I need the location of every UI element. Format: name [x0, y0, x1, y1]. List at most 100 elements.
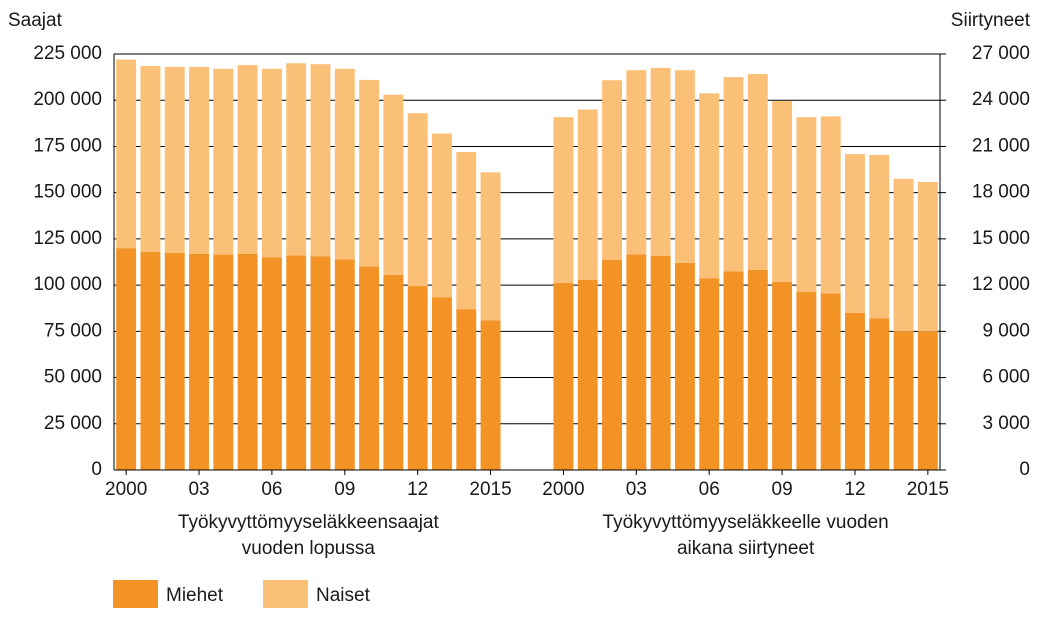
bar-segment — [917, 331, 938, 470]
bar-segment — [359, 79, 380, 267]
y2-tick-label: 27 000 — [972, 43, 1030, 64]
y2-tick-label: 15 000 — [972, 228, 1030, 249]
bar-segment — [213, 254, 234, 470]
y2-tick-label: 21 000 — [972, 135, 1030, 156]
y-tick-label: 200 000 — [33, 89, 102, 110]
y-tick-label: 25 000 — [44, 413, 102, 434]
group-label: Työkyvyttömyyseläkkeelle vuoden — [603, 512, 889, 533]
bar-segment — [116, 248, 137, 470]
bar-segment — [432, 297, 452, 470]
x-tick-label: 12 — [407, 479, 428, 500]
x-tick-label: 2015 — [469, 479, 511, 500]
bar-segment — [237, 253, 258, 470]
y-tick-label: 125 000 — [33, 228, 102, 249]
bar-segment — [164, 66, 185, 253]
bar-segment — [723, 271, 744, 470]
bar-segment — [237, 65, 258, 254]
group-label: aikana siirtyneet — [677, 538, 815, 559]
bar-segment — [747, 269, 768, 470]
bar-segment — [553, 117, 574, 283]
y-axis-label: Saajat — [8, 10, 63, 31]
bar-segment — [845, 154, 865, 313]
y-tick-label: 150 000 — [33, 182, 102, 203]
bar-segment — [674, 262, 695, 470]
group-label: vuoden lopussa — [242, 538, 376, 559]
bar-segment — [140, 66, 161, 252]
x-tick-label: 2015 — [907, 479, 949, 500]
bar-segment — [893, 178, 914, 332]
bar-segment — [626, 70, 647, 255]
bar-segment — [140, 251, 161, 470]
bar-segment — [772, 282, 793, 470]
legend-label: Naiset — [316, 585, 371, 606]
bar-segment — [893, 331, 914, 470]
bar-segment — [820, 116, 841, 294]
x-tick-label: 03 — [188, 479, 209, 500]
bar-segment — [261, 68, 282, 258]
bar-segment — [845, 312, 865, 470]
bar-segment — [723, 77, 744, 272]
bar-segment — [334, 68, 355, 260]
bar-segment — [286, 255, 307, 470]
bar-segment — [383, 94, 404, 275]
bar-segment — [650, 67, 671, 256]
x-tick-label: 09 — [334, 479, 355, 500]
bar-segment — [917, 181, 938, 332]
x-tick-label: 12 — [844, 479, 865, 500]
bar-segment — [407, 113, 428, 287]
y2-tick-label: 9 000 — [982, 320, 1030, 341]
y2-tick-label: 3 000 — [982, 413, 1030, 434]
bar-segment — [310, 256, 331, 470]
bar-segment — [602, 80, 622, 260]
bar-segment — [189, 66, 209, 254]
bar-segment — [480, 172, 501, 321]
bar-segment — [480, 320, 501, 470]
bar-segment — [164, 252, 185, 470]
bar-segment — [796, 117, 817, 293]
bar-segment — [577, 279, 598, 470]
y-tick-label: 225 000 — [33, 43, 102, 64]
bar-segment — [869, 318, 890, 470]
x-tick-label: 06 — [699, 479, 720, 500]
bar-segment — [602, 259, 622, 470]
bar-segment — [116, 59, 137, 249]
legend-label: Miehet — [166, 585, 224, 606]
bar-segment — [456, 309, 477, 470]
y2-axis-label: Siirtyneet — [951, 10, 1031, 31]
bar-segment — [772, 100, 793, 283]
legend-swatch — [263, 580, 308, 608]
bar-segment — [674, 70, 695, 263]
bar-segment — [626, 254, 647, 470]
y2-tick-label: 6 000 — [982, 367, 1030, 388]
legend-swatch — [113, 580, 158, 608]
y-tick-label: 175 000 — [33, 135, 102, 156]
y-tick-label: 100 000 — [33, 274, 102, 295]
bar-segment — [869, 154, 890, 319]
x-tick-label: 06 — [261, 479, 282, 500]
bar-segment — [699, 278, 720, 470]
bar-segment — [747, 74, 768, 270]
bar-segment — [456, 151, 477, 310]
x-tick-label: 09 — [772, 479, 793, 500]
bar-segment — [189, 253, 209, 470]
y-tick-label: 50 000 — [44, 367, 102, 388]
bar-segment — [286, 63, 307, 256]
bar-segment — [577, 109, 598, 280]
bar-segment — [359, 266, 380, 470]
bar-segment — [213, 68, 234, 255]
x-tick-label: 2000 — [542, 479, 584, 500]
x-tick-label: 03 — [626, 479, 647, 500]
bar-segment — [261, 257, 282, 470]
x-tick-label: 2000 — [105, 479, 147, 500]
bar-segment — [310, 64, 331, 257]
bar-segment — [650, 255, 671, 470]
bar-segment — [334, 259, 355, 470]
bar-segment — [820, 293, 841, 470]
group-label: Työkyvyttömyyseläkkeensaajat — [178, 512, 440, 533]
bar-segment — [699, 93, 720, 279]
y2-tick-label: 24 000 — [972, 89, 1030, 110]
y-tick-label: 0 — [91, 459, 102, 480]
y2-tick-label: 0 — [1019, 459, 1030, 480]
